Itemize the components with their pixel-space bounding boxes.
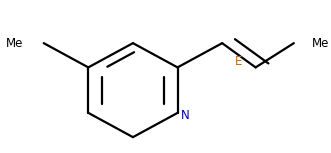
Text: Me: Me [6, 37, 23, 50]
Text: E: E [235, 55, 243, 68]
Text: Me: Me [311, 37, 329, 50]
Text: N: N [181, 109, 190, 122]
